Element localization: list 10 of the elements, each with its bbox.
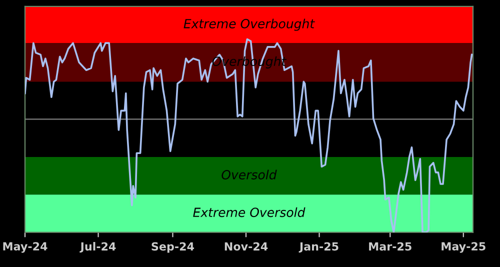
x-tick-label: May-24 (3, 242, 48, 253)
band-label: Oversold (222, 170, 277, 180)
x-tick-label: Mar-25 (369, 242, 412, 251)
x-tick-label: May-25 (442, 242, 486, 253)
x-tick-label: Nov-24 (224, 242, 268, 251)
x-tick-label: Jul-24 (80, 242, 116, 253)
x-tick-label: Jan-25 (298, 242, 338, 253)
x-tick-label: Sep-24 (152, 242, 194, 253)
band-label: Extreme Oversold (193, 207, 306, 218)
band-label: Extreme Overbought (184, 18, 315, 31)
